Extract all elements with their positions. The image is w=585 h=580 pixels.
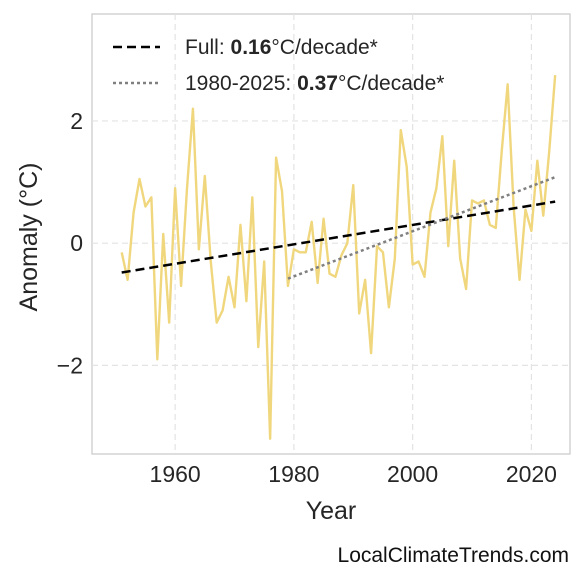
series-line-0 bbox=[120, 75, 557, 440]
grid-lines bbox=[92, 14, 570, 454]
x-tick-labels: 1960 1980 2000 2020 bbox=[150, 461, 557, 487]
y-tick-labels: −2 0 2 bbox=[57, 108, 83, 378]
y-tick-label-1: 0 bbox=[70, 230, 83, 256]
y-tick-label-0: −2 bbox=[57, 352, 83, 378]
x-tick-label-3: 2020 bbox=[506, 461, 557, 487]
legend-label-1: Full: 0.16°C/decade* bbox=[185, 36, 378, 59]
x-tick-label-2: 2000 bbox=[387, 461, 438, 487]
watermark-text: LocalClimateTrends.com bbox=[337, 544, 569, 567]
series-line-1 bbox=[121, 200, 556, 274]
plot-frame bbox=[91, 13, 571, 455]
x-tick-label-0: 1960 bbox=[150, 461, 201, 487]
series-group bbox=[120, 75, 557, 440]
x-tick-label-1: 1980 bbox=[268, 461, 319, 487]
y-tick-label-2: 2 bbox=[70, 108, 83, 134]
legend: Full: 0.16°C/decade* 1980-2025: 0.37°C/de… bbox=[113, 36, 444, 95]
x-axis-label: Year bbox=[306, 497, 357, 525]
y-axis-label: Anomaly (°C) bbox=[15, 163, 43, 312]
legend-label-2: 1980-2025: 0.37°C/decade* bbox=[185, 72, 444, 95]
